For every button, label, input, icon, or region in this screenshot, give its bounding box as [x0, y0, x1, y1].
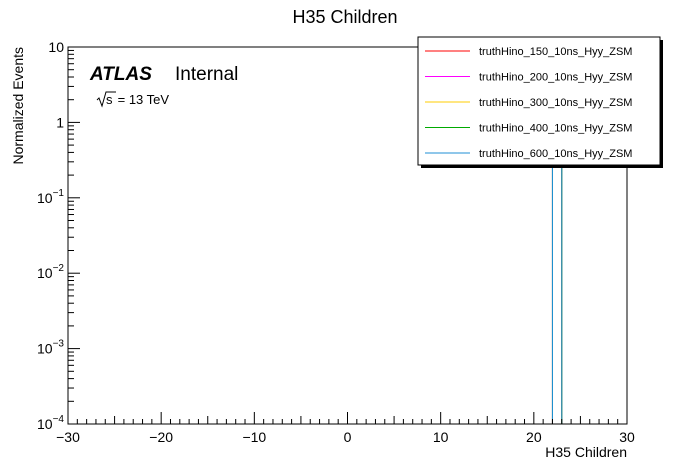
x-tick-label: −10 [242, 429, 266, 445]
x-tick-label: −30 [56, 429, 80, 445]
atlas-label-energy: = 13 TeV [114, 92, 169, 107]
x-tick-label: 20 [526, 429, 542, 445]
legend-entry-label: truthHino_300_10ns_Hyy_ZSM [479, 97, 632, 109]
y-tick-label: 1 [56, 114, 64, 130]
sqrt-s-icon [96, 91, 116, 108]
legend-entry-label: truthHino_150_10ns_Hyy_ZSM [479, 46, 632, 58]
legend-entry-label: truthHino_600_10ns_Hyy_ZSM [479, 148, 632, 160]
y-tick-label: 10−2 [37, 263, 64, 281]
atlas-label-energy-s: s [106, 92, 113, 107]
x-tick-label: 0 [344, 429, 352, 445]
x-axis-label: H35 Children [545, 444, 627, 460]
x-tick-label: 30 [619, 429, 635, 445]
y-axis-label: Normalized Events [10, 47, 26, 165]
y-tick-label: 10 [48, 39, 64, 55]
x-tick-label: 10 [433, 429, 449, 445]
y-tick-label: 10−3 [37, 339, 64, 357]
legend-entry-label: truthHino_400_10ns_Hyy_ZSM [479, 123, 632, 135]
x-tick-label: −20 [149, 429, 173, 445]
y-tick-label: 10−1 [37, 188, 64, 206]
chart-title: H35 Children [292, 7, 397, 27]
x-ticks: −30 −20 −10 0 10 20 30 [56, 412, 635, 445]
y-tick-label: 10−4 [37, 414, 64, 432]
atlas-label: ATLAS Internal s = 13 TeV [89, 64, 238, 108]
atlas-label-experiment: ATLAS [89, 64, 152, 85]
legend-entries: truthHino_150_10ns_Hyy_ZSM truthHino_200_… [425, 46, 632, 160]
legend-box [417, 36, 661, 166]
legend: truthHino_150_10ns_Hyy_ZSM truthHino_200_… [417, 36, 663, 168]
atlas-label-status: Internal [175, 64, 238, 85]
legend-entry-label: truthHino_200_10ns_Hyy_ZSM [479, 72, 632, 84]
y-ticks: 10−4 10−3 10−2 10−1 1 10 [37, 39, 80, 432]
